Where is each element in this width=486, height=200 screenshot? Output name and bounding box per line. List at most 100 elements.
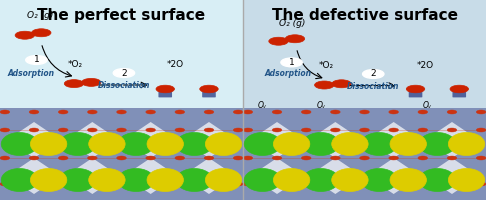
Polygon shape [425,158,479,194]
Ellipse shape [273,132,310,156]
Circle shape [0,156,10,160]
Circle shape [117,156,126,160]
Ellipse shape [1,132,38,156]
Circle shape [450,85,469,93]
Ellipse shape [30,168,67,192]
Circle shape [29,182,39,186]
Text: *2O: *2O [166,60,184,69]
Ellipse shape [206,168,242,192]
Text: 2: 2 [370,70,376,78]
Circle shape [301,110,311,114]
Circle shape [314,81,334,89]
Circle shape [204,182,214,186]
Ellipse shape [331,168,368,192]
Circle shape [204,110,214,114]
Text: Dissociation: Dissociation [98,81,150,90]
Circle shape [272,110,282,114]
Ellipse shape [89,132,125,156]
Circle shape [360,182,369,186]
Text: *O₂: *O₂ [319,61,334,70]
Polygon shape [124,122,177,158]
Circle shape [476,110,486,114]
Circle shape [301,182,311,186]
Text: Dissociation: Dissociation [347,82,399,91]
Text: Adsorption: Adsorption [265,68,312,77]
Circle shape [82,78,101,86]
Circle shape [272,156,282,160]
Circle shape [175,182,185,186]
Circle shape [58,128,68,132]
Circle shape [301,156,311,160]
Circle shape [243,110,253,114]
Circle shape [146,110,156,114]
Circle shape [156,85,174,93]
Circle shape [117,128,126,132]
Circle shape [389,128,399,132]
Circle shape [29,128,39,132]
Text: The defective surface: The defective surface [272,8,457,23]
Polygon shape [66,158,119,194]
Text: *2O: *2O [417,61,434,70]
Circle shape [15,31,35,39]
Circle shape [58,156,68,160]
Circle shape [26,56,47,64]
Polygon shape [124,158,177,194]
Circle shape [406,85,425,93]
Ellipse shape [30,132,67,156]
Circle shape [64,80,84,88]
Text: The perfect surface: The perfect surface [37,8,206,23]
Circle shape [447,128,457,132]
Circle shape [29,156,39,160]
FancyBboxPatch shape [202,90,216,97]
Circle shape [233,182,243,186]
Polygon shape [367,158,420,194]
Circle shape [146,182,156,186]
Ellipse shape [176,132,213,156]
Circle shape [389,156,399,160]
Circle shape [272,128,282,132]
Circle shape [87,156,97,160]
Circle shape [360,128,369,132]
Circle shape [117,182,126,186]
FancyBboxPatch shape [158,90,172,97]
FancyBboxPatch shape [452,90,466,97]
FancyBboxPatch shape [0,0,243,108]
Circle shape [447,156,457,160]
Circle shape [330,182,340,186]
Text: Oᵥ: Oᵥ [258,100,267,110]
Circle shape [243,156,253,160]
Circle shape [233,110,243,114]
Ellipse shape [118,168,155,192]
Circle shape [204,128,214,132]
Circle shape [476,182,486,186]
Circle shape [272,182,282,186]
Ellipse shape [244,132,281,156]
Ellipse shape [302,132,339,156]
Text: 1: 1 [289,58,295,67]
Ellipse shape [390,132,427,156]
Circle shape [476,156,486,160]
Circle shape [175,128,185,132]
Circle shape [0,182,10,186]
Ellipse shape [118,132,155,156]
FancyBboxPatch shape [243,0,486,108]
Circle shape [0,128,10,132]
Ellipse shape [331,132,368,156]
Circle shape [87,128,97,132]
Circle shape [418,110,428,114]
Circle shape [146,156,156,160]
Circle shape [330,128,340,132]
Circle shape [269,37,288,45]
Circle shape [360,110,369,114]
Circle shape [29,110,39,114]
Ellipse shape [59,168,96,192]
Circle shape [233,128,243,132]
Ellipse shape [419,132,456,156]
Ellipse shape [147,132,184,156]
Ellipse shape [361,132,398,156]
Circle shape [58,110,68,114]
Circle shape [332,80,351,88]
Circle shape [87,182,97,186]
Polygon shape [250,158,304,194]
Ellipse shape [390,168,427,192]
